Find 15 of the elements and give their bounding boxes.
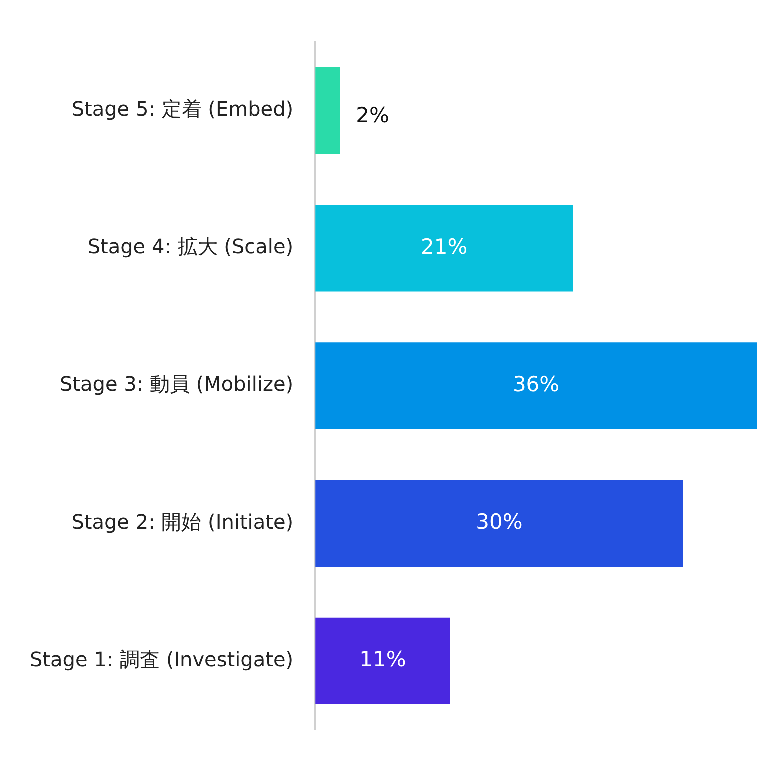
data-label: 2% xyxy=(356,103,390,128)
data-label: 30% xyxy=(476,510,523,534)
bar xyxy=(316,618,450,705)
bar xyxy=(316,67,340,154)
bar xyxy=(316,205,574,292)
data-label: 36% xyxy=(512,372,560,396)
bar xyxy=(316,342,757,430)
y-tick-label: Stage 3: 動員 (Mobilize) xyxy=(60,372,294,396)
y-tick-label: Stage 2: 開始 (Initiate) xyxy=(72,510,294,534)
y-tick-label: Stage 1: 調査 (Investigate) xyxy=(30,647,294,672)
data-label: 21% xyxy=(420,234,468,259)
bar xyxy=(316,480,684,567)
data-label: 11% xyxy=(360,648,406,672)
y-tick-label: Stage 5: 定着 (Embed) xyxy=(72,97,294,122)
y-tick-label: Stage 4: 拡大 (Scale) xyxy=(88,234,294,259)
